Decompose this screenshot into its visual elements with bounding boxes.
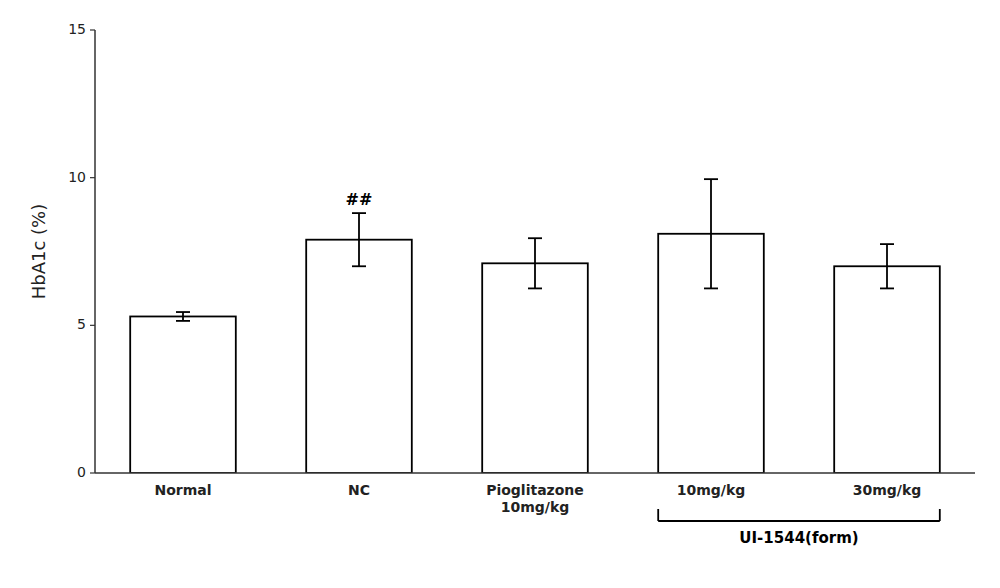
error-cap	[528, 237, 542, 239]
y-axis-label: HbA1c (%)	[28, 204, 49, 300]
error-cap	[528, 288, 542, 290]
bracket-tick	[939, 509, 941, 521]
error-cap	[704, 178, 718, 180]
x-axis-line	[95, 472, 975, 474]
error-cap	[352, 265, 366, 267]
x-tick-label: 10mg/kg	[677, 482, 746, 498]
error-cap	[352, 212, 366, 214]
y-tick-label: 0	[77, 464, 86, 480]
y-tick	[90, 472, 95, 473]
y-tick-label: 15	[68, 21, 86, 37]
x-tick-label-line: 10mg/kg	[677, 482, 746, 498]
group-bracket	[658, 509, 940, 521]
error-line	[358, 213, 360, 266]
x-tick-label-line: Normal	[154, 482, 211, 498]
error-cap	[880, 243, 894, 245]
bar	[834, 266, 940, 473]
x-tick-label-line: NC	[348, 482, 370, 498]
error-cap	[704, 288, 718, 290]
error-cap	[176, 311, 190, 313]
bar	[130, 316, 236, 473]
error-line	[710, 179, 712, 288]
error-line	[534, 238, 536, 288]
group-label: UI-1544(form)	[739, 529, 858, 547]
error-bar	[176, 312, 190, 321]
error-bar	[352, 213, 366, 266]
bar	[306, 240, 412, 473]
y-tick	[90, 325, 95, 326]
y-tick	[90, 29, 95, 30]
x-tick-label: 30mg/kg	[853, 482, 922, 498]
error-line	[886, 244, 888, 288]
x-tick-label-line: 30mg/kg	[853, 482, 922, 498]
annotation: ##	[346, 190, 373, 209]
x-tick-label: Pioglitazone10mg/kg	[486, 482, 584, 515]
error-line	[182, 312, 184, 321]
error-bar	[704, 179, 718, 288]
error-bar	[528, 238, 542, 288]
x-tick-label-line: 10mg/kg	[501, 499, 570, 515]
bracket-line	[658, 520, 940, 522]
bar	[482, 263, 588, 473]
y-tick	[90, 177, 95, 178]
y-axis-line	[94, 30, 96, 473]
chart: 051015HbA1c (%)NormalNCPioglitazone10mg/…	[0, 0, 1000, 588]
error-cap	[176, 320, 190, 322]
y-tick-label: 10	[68, 169, 86, 185]
bracket-tick	[657, 509, 659, 521]
x-tick-label: Normal	[154, 482, 211, 498]
x-tick-label-line: Pioglitazone	[486, 482, 584, 498]
y-tick-label: 5	[77, 316, 86, 332]
x-tick-label: NC	[348, 482, 370, 498]
error-bar	[880, 244, 894, 288]
error-cap	[880, 288, 894, 290]
bars	[130, 179, 940, 473]
